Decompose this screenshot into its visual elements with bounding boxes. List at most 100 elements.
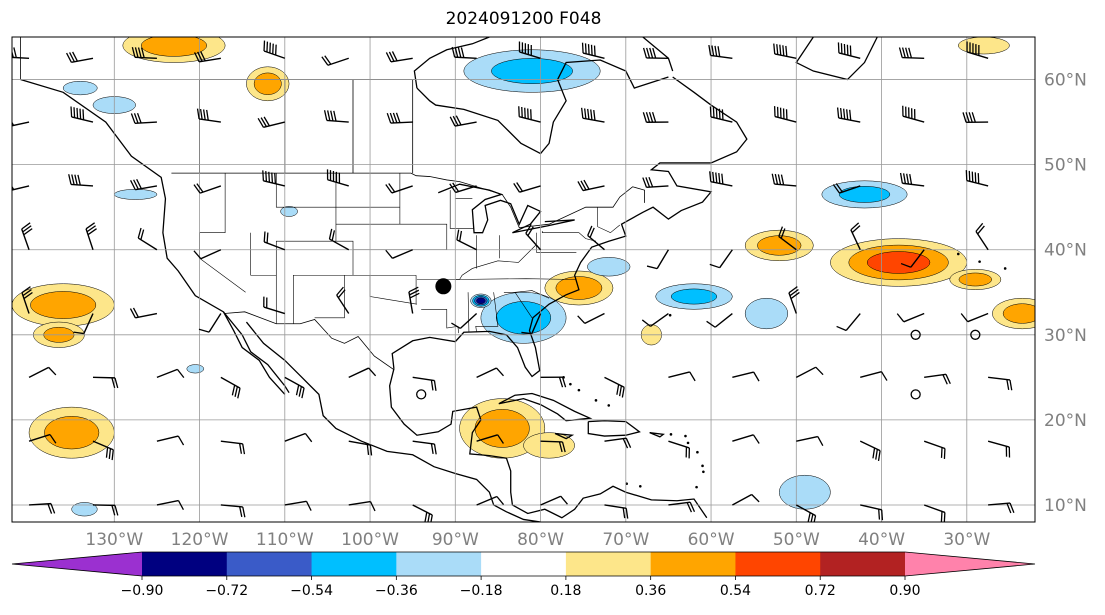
anomaly-contour [958, 37, 1010, 55]
barb-feather [385, 184, 393, 194]
island [594, 399, 598, 402]
barb-feather [839, 108, 843, 119]
political-border [224, 311, 395, 371]
barb-feather [140, 229, 145, 240]
latitude-tick-label: 20°N [1044, 411, 1087, 431]
barb-feather [263, 116, 270, 127]
wind-barb [850, 222, 861, 251]
barb-feather [577, 181, 584, 191]
anomaly-contour [186, 364, 205, 374]
barb-feather [652, 47, 657, 59]
wind-barb [92, 376, 119, 389]
barb-shaft [519, 185, 541, 193]
barb-feather [330, 110, 334, 122]
barb-shaft [199, 185, 222, 194]
wind-barb [860, 371, 888, 381]
calm-wind-circle [910, 389, 921, 400]
barb-shaft [476, 367, 497, 378]
barb-shaft [408, 291, 414, 314]
barb-shaft [29, 502, 52, 506]
island [696, 450, 699, 454]
barb-feather [777, 174, 782, 185]
barb-feather [430, 443, 434, 455]
wind-barb [580, 107, 605, 123]
barb-feather [433, 380, 437, 391]
colorbar-extend-high [905, 552, 1035, 576]
barb-feather [133, 113, 139, 124]
wind-barb [646, 249, 670, 270]
barb-feather [68, 174, 72, 185]
wind-barb [975, 222, 989, 251]
island [686, 441, 690, 445]
barb-feather [197, 51, 203, 62]
wind-barb [412, 440, 437, 455]
barb-feather [433, 443, 437, 455]
barb-feather [714, 45, 718, 57]
barb-feather [234, 386, 238, 397]
anomaly-contour [62, 80, 98, 96]
barb-feather [333, 110, 337, 122]
barb-shaft [412, 504, 433, 516]
barb-feather [975, 222, 984, 232]
barb-shaft [668, 371, 690, 379]
barb-shaft [668, 440, 690, 449]
barb-shaft [71, 116, 94, 123]
barb-feather [898, 47, 903, 58]
barb-feather [47, 503, 53, 514]
longitude-tick-label: 50°W [773, 530, 820, 550]
barb-feather [962, 112, 967, 123]
wind-barb [220, 376, 241, 399]
wind-barb [408, 286, 420, 314]
barb-feather [625, 508, 629, 519]
wind-barb [449, 182, 477, 194]
barb-feather [649, 47, 654, 59]
wind-barb [518, 41, 541, 59]
state-border [459, 244, 537, 280]
barb-feather [721, 109, 724, 120]
barb-feather [79, 108, 82, 120]
wind-barb [642, 47, 669, 59]
barb-feather [583, 179, 590, 190]
colorbar-bin [650, 552, 736, 576]
barb-feather [114, 505, 119, 516]
latitude-tick-label: 60°N [1044, 71, 1087, 91]
barb-feather [449, 183, 457, 193]
barb-feather [193, 184, 201, 194]
longitude-tick-label: 100°W [341, 530, 399, 550]
barb-shaft [774, 115, 797, 123]
wind-barb [668, 371, 696, 382]
barb-feather [648, 176, 654, 188]
barb-feather [295, 384, 300, 396]
barb-shaft [134, 56, 157, 59]
political-border [171, 172, 645, 229]
barb-shaft [391, 185, 413, 194]
colorbar-tick-label: 0.18 [550, 583, 581, 599]
anomaly-contour [744, 297, 789, 330]
barb-feather [589, 227, 595, 238]
wind-barb [709, 249, 733, 269]
barb-feather [385, 52, 392, 63]
barb-shaft [604, 437, 627, 442]
barb-feather [237, 388, 241, 399]
wind-barb [577, 179, 605, 192]
barb-shaft [796, 435, 818, 442]
barb-feather [386, 112, 392, 124]
barb-shaft [732, 434, 754, 442]
barb-feather [717, 46, 721, 57]
barb-feather [901, 47, 906, 58]
barb-feather [872, 447, 876, 459]
barb-shaft [456, 239, 477, 251]
island [956, 252, 960, 256]
barb-feather [618, 385, 623, 397]
barb-shaft [988, 502, 1011, 506]
barb-feather [558, 377, 564, 388]
barb-shaft [714, 312, 733, 328]
barb-feather [577, 315, 586, 324]
longitude-tick-label: 130°W [85, 530, 143, 550]
map-plot-area[interactable] [2, 28, 1079, 525]
barb-feather [49, 434, 57, 444]
wind-barb [902, 105, 925, 123]
colorbar: −0.90 −0.72 −0.54 −0.36 −0.18 0.18 0.36 0.54 0.7… [11, 551, 1036, 599]
barb-feather [239, 506, 243, 518]
wind-barb [12, 47, 30, 59]
